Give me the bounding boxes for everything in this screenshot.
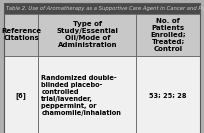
Bar (4, 3, 200, 14)
Bar (38, 14, 136, 56)
Bar (136, 14, 200, 56)
Text: Table 2. Use of Aromatherapy as a Supportive Care Agent in Cancer and Palliative: Table 2. Use of Aromatherapy as a Suppor… (6, 6, 204, 11)
Text: 53; 25; 28: 53; 25; 28 (149, 93, 187, 99)
Bar (38, 56, 136, 133)
Text: Reference
Citations: Reference Citations (1, 28, 41, 41)
Bar (136, 56, 200, 133)
Text: Randomized double-
blinded placebo-
controlled
trial/lavender,
peppermint, or
ch: Randomized double- blinded placebo- cont… (41, 75, 121, 116)
Bar (4, 14, 38, 56)
Text: Type of
Study/Essential
Oil/Mode of
Administration: Type of Study/Essential Oil/Mode of Admi… (56, 21, 118, 48)
Text: No. of
Patients
Enrolled;
Treated;
Control: No. of Patients Enrolled; Treated; Contr… (150, 18, 186, 52)
Text: [6]: [6] (16, 92, 27, 99)
Bar (4, 56, 38, 133)
